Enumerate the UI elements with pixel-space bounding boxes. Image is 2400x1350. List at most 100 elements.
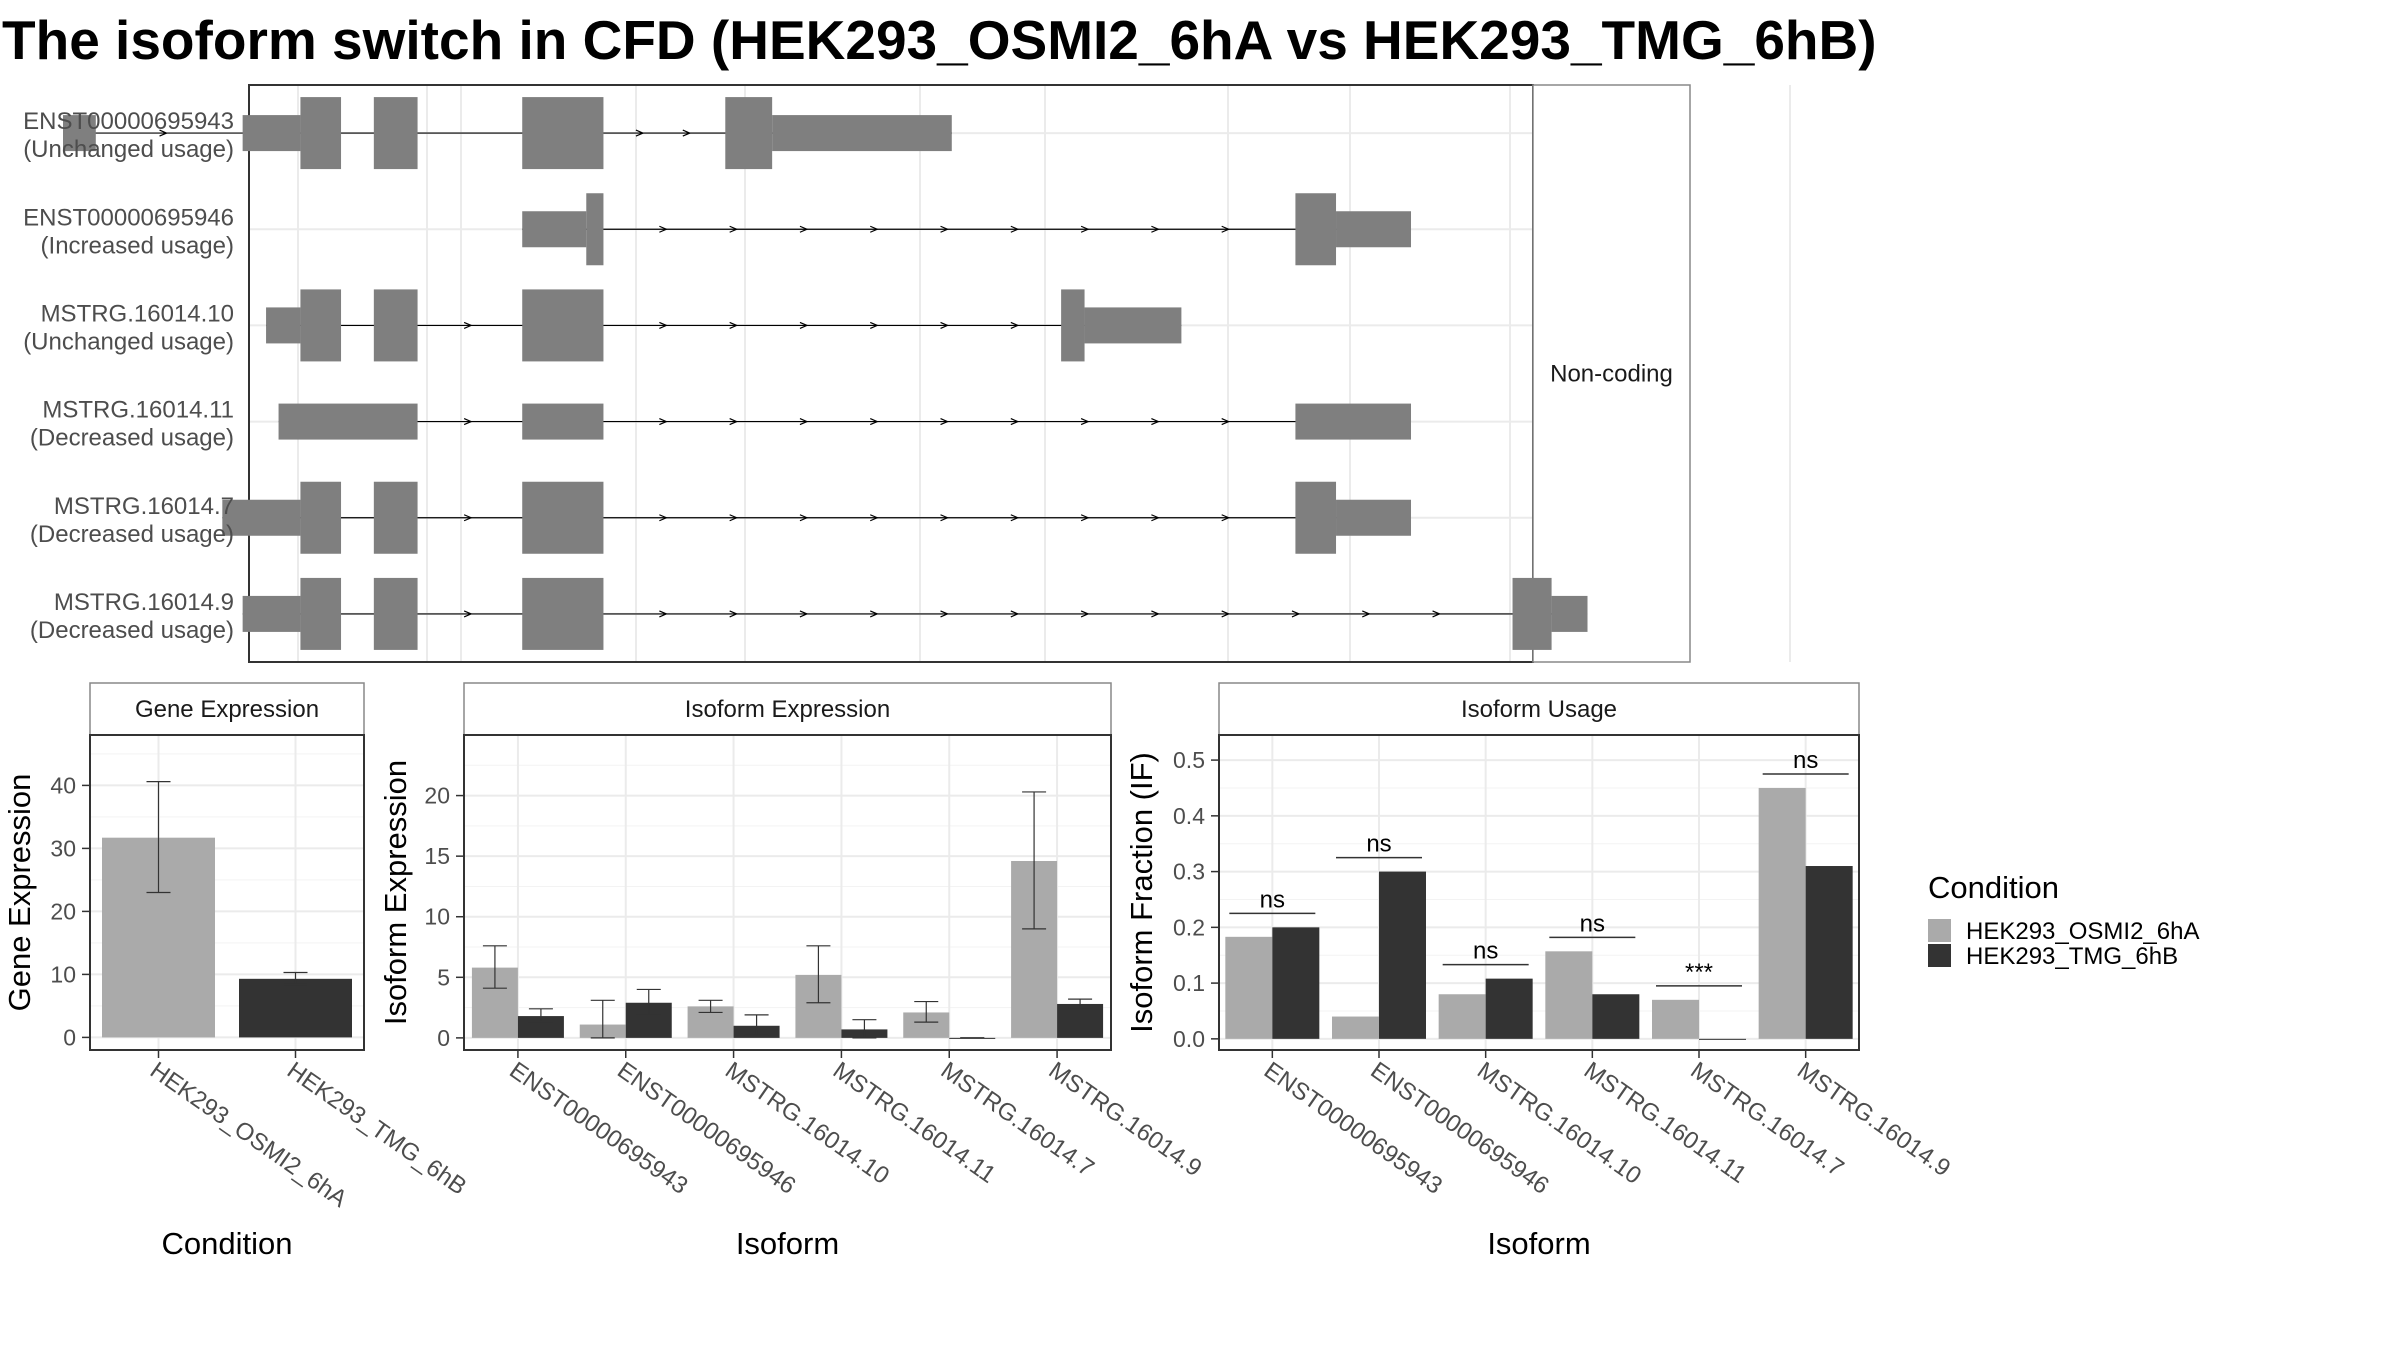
isoform-usage-label: (Unchanged usage): [23, 136, 234, 163]
strand-arrow: [1010, 321, 1020, 329]
exon: [1336, 211, 1412, 248]
isoform-expression-panel: Isoform Expression 0 5 10 15 20 ENST0000069594…: [378, 682, 1207, 1261]
strand-arrow: [870, 225, 879, 233]
bar: [1592, 994, 1640, 1039]
isoform-id-label: ENST00000695943: [23, 108, 234, 135]
strand-arrow: [729, 514, 739, 522]
y-tick-label: 20: [50, 898, 76, 924]
strand-arrow: [463, 418, 473, 426]
panel-frame: [89, 734, 365, 1051]
gene-model-panel: Non-coding ENST00000695943(Unchanged usag…: [23, 84, 1791, 663]
isoform-id-label: MSTRG.16014.7: [54, 493, 234, 520]
y-axis-title: Gene Expression: [2, 774, 37, 1012]
strand-arrow: [1151, 610, 1160, 618]
exon: [242, 595, 301, 632]
bar: [1758, 787, 1806, 1039]
strand-arrow: [1151, 514, 1160, 522]
strand-arrow: [659, 514, 668, 522]
exon: [522, 211, 587, 248]
facet-strip: [1218, 682, 1860, 736]
bar: [1805, 866, 1853, 1039]
y-tick-label: 40: [50, 772, 76, 798]
strand-arrow: [659, 610, 668, 618]
bar: [1332, 1016, 1379, 1039]
exon: [266, 307, 301, 344]
isoform-row: [266, 289, 1182, 362]
isoform-usage-label: (Decreased usage): [30, 425, 234, 452]
y-tick-label: 0: [437, 1025, 450, 1051]
exon: [300, 481, 342, 554]
y-tick-label: 0.4: [1173, 803, 1205, 829]
y-tick-label: 5: [437, 964, 450, 990]
y-tick-label: 10: [50, 961, 76, 987]
strand-arrow: [729, 610, 739, 618]
isoform-row: [278, 403, 1412, 440]
exon: [725, 97, 773, 170]
strand-arrow: [940, 610, 950, 618]
strand-arrow: [1080, 514, 1090, 522]
error-bar: [528, 1008, 553, 1023]
error-bar: [1022, 791, 1047, 930]
legend-title: Condition: [1928, 870, 2059, 905]
facet-label: Isoform Expression: [685, 696, 890, 723]
x-tick-label: ENST00000695943: [1259, 1057, 1447, 1200]
error-bar: [1068, 998, 1093, 1009]
error-bar: [806, 945, 831, 1004]
strand-arrow: [799, 610, 809, 618]
legend-swatch: [1928, 919, 1951, 942]
exon: [1295, 403, 1412, 440]
y-tick-label: 0.5: [1173, 747, 1205, 773]
bar: [1545, 951, 1593, 1039]
strand-arrow: [1010, 225, 1020, 233]
exon: [373, 577, 418, 650]
strand-arrow: [1151, 225, 1160, 233]
significance-label: ns: [1366, 831, 1391, 858]
facet-label: Non-coding: [1550, 361, 1673, 388]
isoform-id-label: MSTRG.16014.9: [54, 589, 234, 616]
x-tick-label: ENST00000695946: [612, 1057, 800, 1200]
exon: [300, 289, 342, 362]
strand-arrow: [940, 321, 950, 329]
significance-label: ns: [1473, 938, 1498, 965]
y-tick-label: 30: [50, 835, 76, 861]
facet-strip: [463, 682, 1112, 736]
exon: [1512, 577, 1552, 650]
isoform-usage-label: (Increased usage): [41, 232, 234, 259]
y-tick-label: 20: [424, 783, 450, 809]
bar: [1272, 927, 1320, 1039]
isoform-id-label: ENST00000695946: [23, 204, 234, 231]
strand-arrow: [940, 514, 950, 522]
exon: [1061, 289, 1085, 362]
bar: [239, 978, 352, 1038]
strand-arrow: [799, 418, 809, 426]
strand-arrow: [1221, 514, 1231, 522]
error-bar: [636, 988, 661, 1016]
strand-arrow: [463, 514, 473, 522]
x-axis-title: Isoform: [736, 1226, 839, 1261]
bar: [517, 1016, 564, 1038]
isoform-usage-label: (Decreased usage): [30, 521, 234, 548]
panel-frame: [463, 734, 1112, 1051]
exon: [522, 577, 604, 650]
exon: [1084, 307, 1182, 344]
significance-label: ns: [1793, 747, 1818, 774]
strand-arrow: [729, 321, 739, 329]
strand-arrow: [940, 418, 950, 426]
isoform-usage-label: (Decreased usage): [30, 617, 234, 644]
error-bar: [698, 999, 723, 1014]
exon: [1551, 595, 1588, 632]
isoform-row: [63, 97, 952, 170]
panel-background: [249, 85, 1690, 662]
strand-arrow: [1151, 418, 1160, 426]
exon: [522, 289, 604, 362]
x-axis-title: Isoform: [1487, 1226, 1590, 1261]
strand-arrow: [1221, 418, 1231, 426]
significance-label: ns: [1580, 910, 1605, 937]
bar: [1438, 994, 1486, 1039]
exon: [300, 577, 342, 650]
isoform-row: [222, 481, 1412, 554]
strand-arrow: [159, 129, 169, 137]
exon: [522, 403, 604, 440]
y-tick-label: 0: [63, 1024, 76, 1050]
